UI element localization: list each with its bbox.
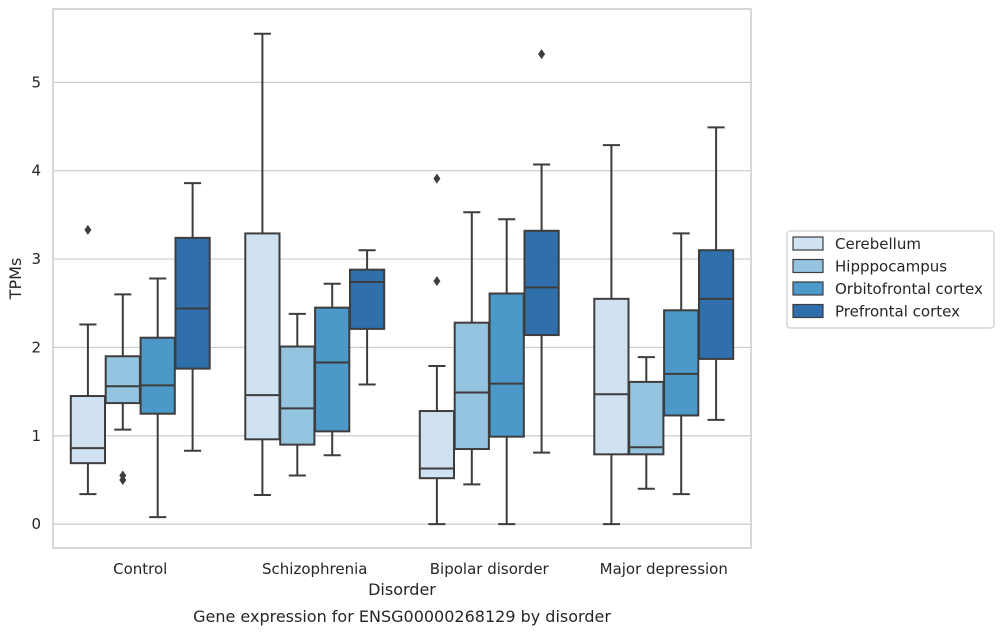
y-tick-label: 4 [31,162,41,180]
legend-swatch [792,258,824,274]
outlier-point [538,49,546,60]
box-body [244,232,281,441]
plot-layer [69,32,735,526]
y-tick-label: 5 [31,73,41,91]
box-cerebellum [418,173,456,526]
box-prefrontal-cortex [174,182,211,452]
box-body [628,380,665,456]
box-prefrontal-cortex [348,249,386,386]
outlier-point [119,470,127,481]
outlier-point [433,173,441,184]
plot-frame [52,8,752,549]
box-body [174,236,211,370]
chart-caption: Gene expression for ENSG00000268129 by d… [193,607,611,626]
outlier-point [84,224,92,235]
y-tick-labels: 0 1 2 3 4 5 [31,73,41,533]
y-axis-label: TPMs [6,258,25,301]
box-body [523,229,560,337]
box-hipppocampus [628,356,665,490]
y-tick-label: 2 [31,338,41,356]
y-tick-label: 0 [31,515,41,533]
box-body [348,268,386,330]
box-cerebellum [244,32,281,496]
box-cerebellum [69,224,107,496]
legend-swatch [792,236,824,251]
outlier-point [433,276,441,287]
box-body [593,297,630,456]
box-hipppocampus [453,211,490,486]
legend-swatch [792,303,824,319]
legend-label: Hipppocampus [835,258,947,276]
box-hipppocampus [279,312,316,477]
box-body [139,336,176,415]
x-tick-label: Major depression [600,560,728,578]
box-orbitofrontal-cortex [139,277,176,519]
x-tick-label: Schizophrenia [262,560,367,578]
x-tick-labels: Control Schizophrenia Bipolar disorder Majo… [113,560,728,578]
box-orbitofrontal-cortex [663,232,700,496]
legend: Cerebellum Hipppocampus Orbitofrontal cort… [786,230,995,329]
box-body [418,410,456,480]
box-body [453,321,490,451]
y-tick-label: 3 [31,250,41,268]
box-hipppocampus [104,293,141,485]
box-body [697,249,735,360]
legend-label: Cerebellum [835,235,921,253]
box-body [279,345,316,446]
box-prefrontal-cortex [523,49,560,454]
box-body [488,292,525,438]
box-body [314,306,351,433]
box-body [663,309,700,417]
box-body [104,355,141,405]
box-cerebellum [593,144,630,526]
box-body [69,395,107,465]
x-axis-label: Disorder [368,580,436,599]
y-tick-label: 1 [31,427,41,445]
box-orbitofrontal-cortex [488,218,525,526]
legend-frame [786,230,995,329]
box-prefrontal-cortex [697,126,735,421]
x-tick-label: Bipolar disorder [430,560,550,578]
legend-swatch [792,281,824,296]
legend-label: Orbitofrontal cortex [835,280,983,298]
x-tick-label: Control [113,560,167,578]
box-orbitofrontal-cortex [314,282,351,457]
legend-label: Prefrontal cortex [835,303,960,321]
